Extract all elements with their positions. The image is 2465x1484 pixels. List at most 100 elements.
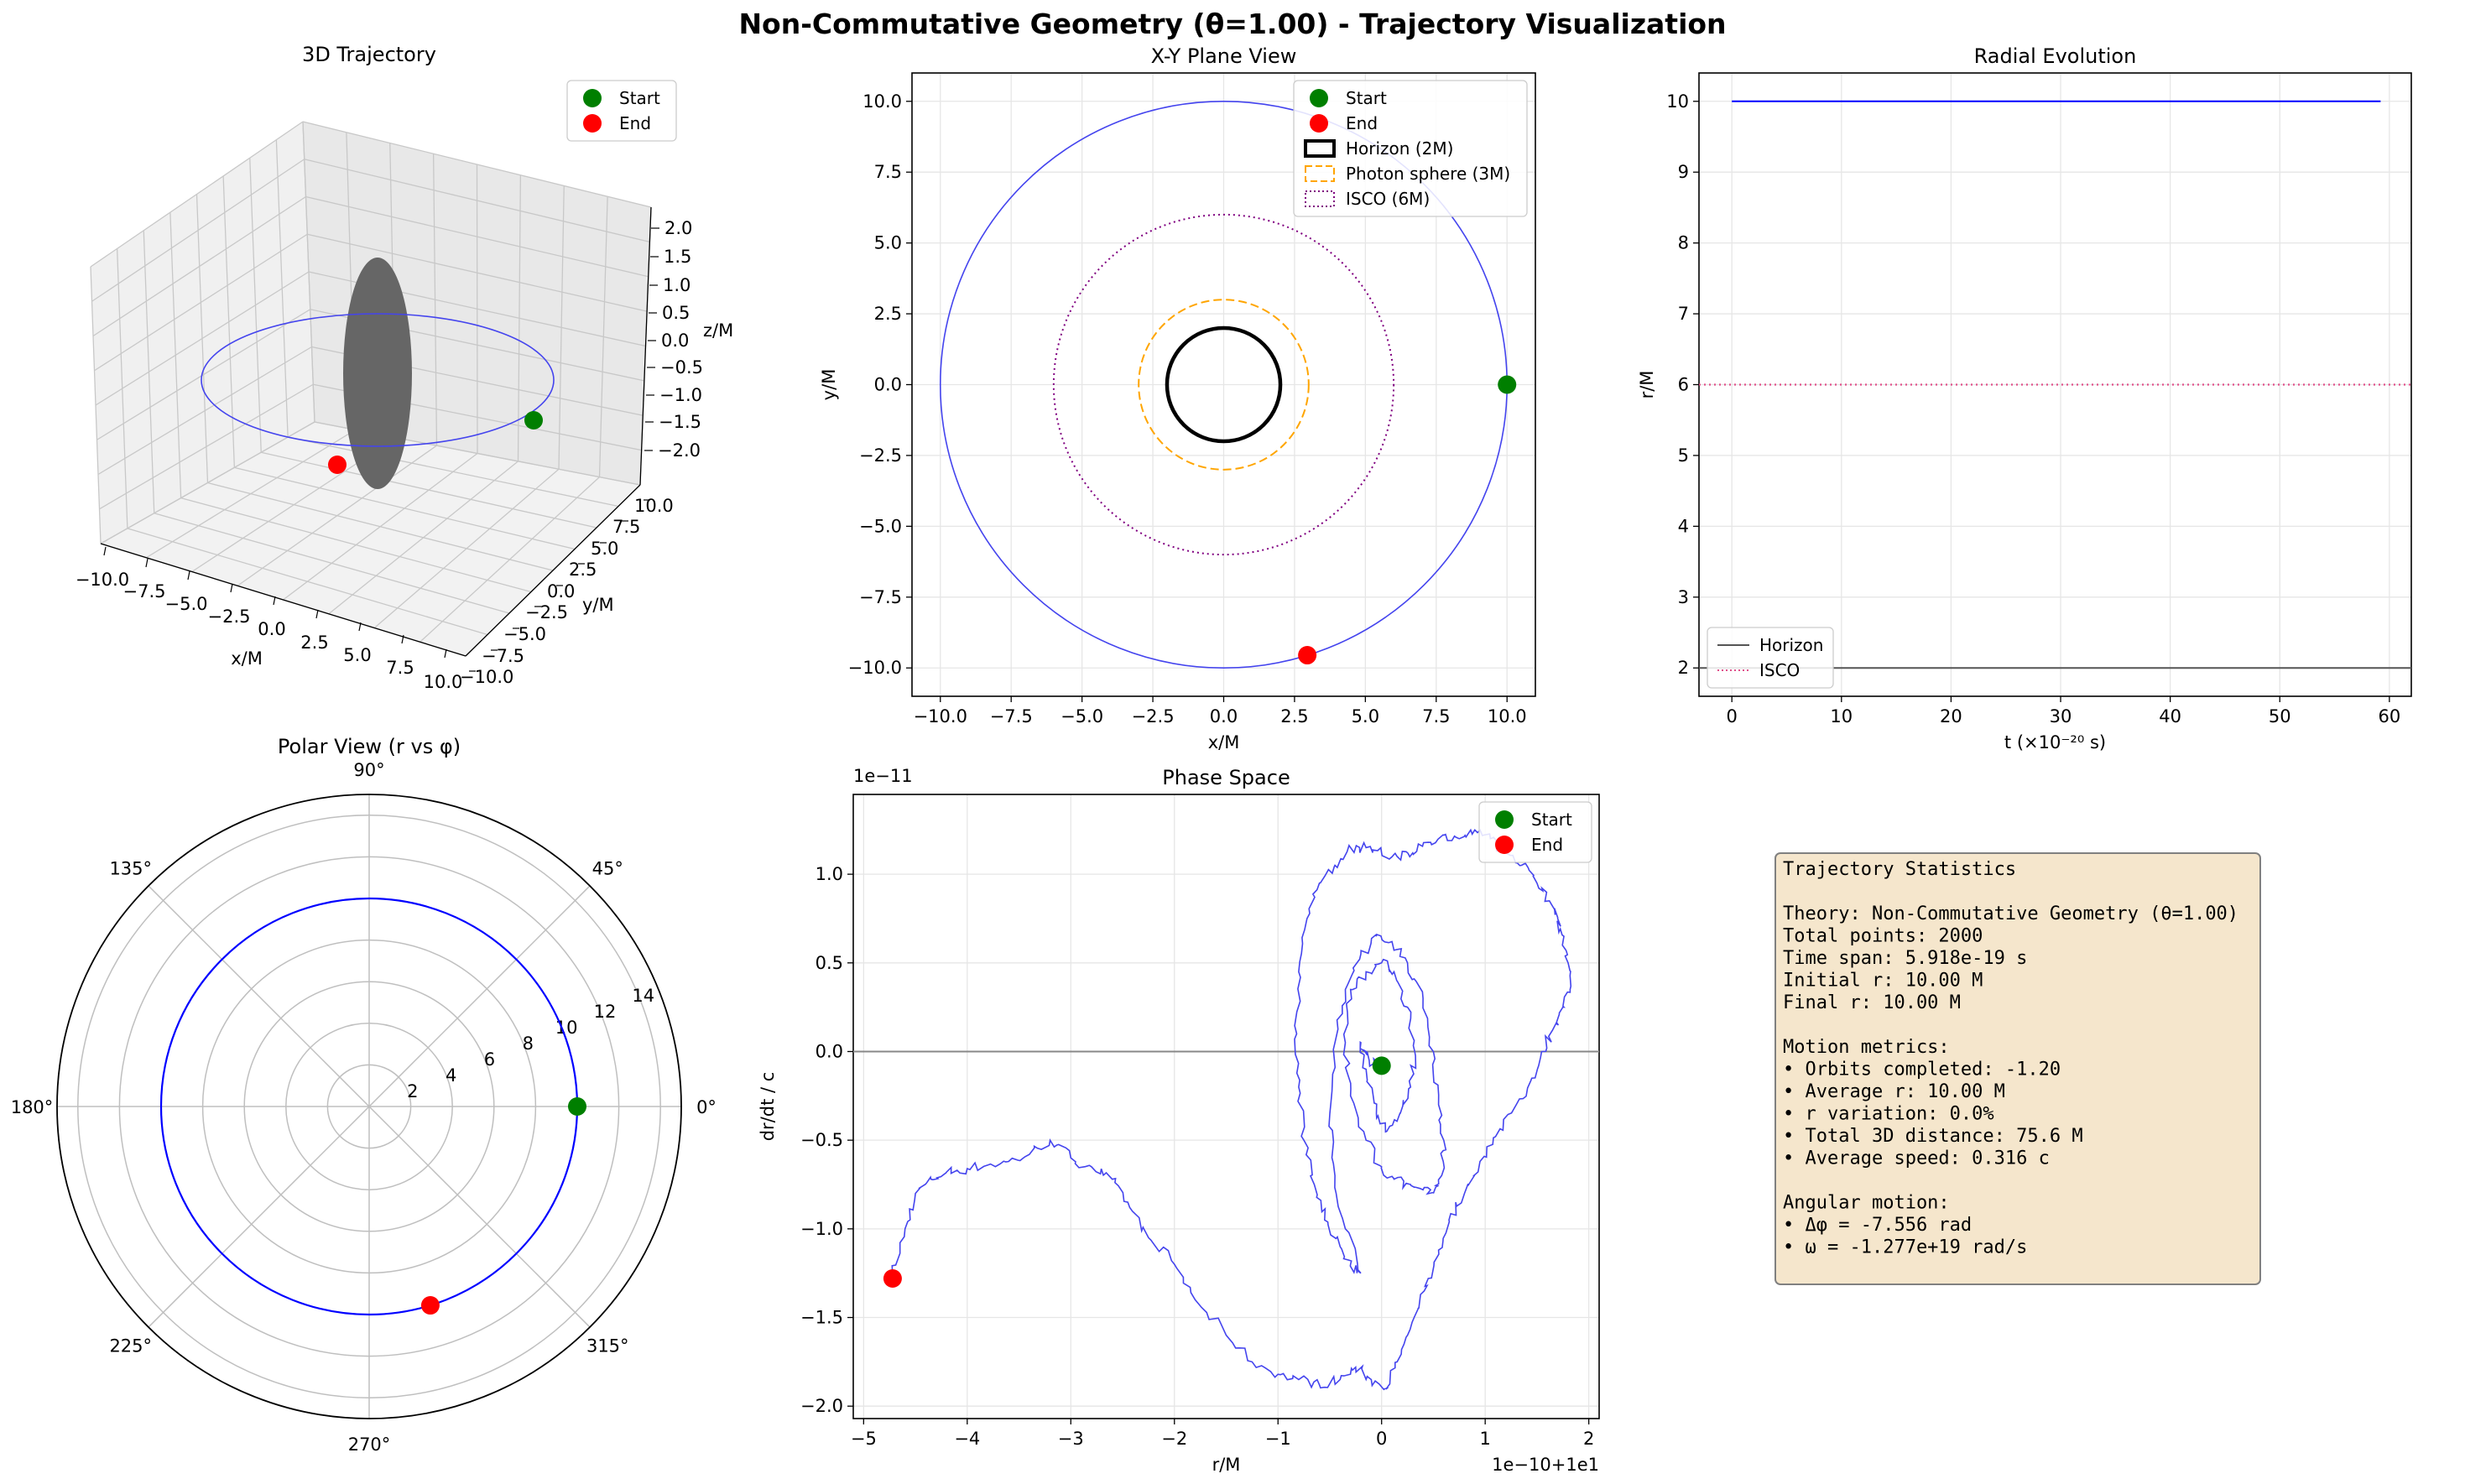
- xy-ytick-label: −5.0: [859, 516, 902, 536]
- phase-y-offset: 1e−11: [853, 766, 913, 786]
- phase-end-marker: [883, 1269, 902, 1289]
- radial-ytick-label: 10: [1666, 91, 1689, 112]
- xy-xtick-label: −5.0: [1061, 706, 1103, 726]
- traj3d-ytick-label: 2.5: [569, 560, 597, 580]
- radial-xtick-label: 30: [2050, 706, 2072, 726]
- xy-horizon-circle: [1165, 325, 1283, 444]
- xy-end-marker: [1298, 646, 1317, 665]
- polar-frame: [56, 794, 682, 1419]
- traj3d-ztick-label: 1.0: [663, 275, 691, 295]
- radial-ytick-label: 3: [1678, 587, 1689, 607]
- polar-title: Polar View (r vs φ): [278, 735, 461, 758]
- radial-ylabel: r/M: [1637, 371, 1657, 399]
- traj3d-grid-line: [96, 309, 311, 440]
- traj3d-ztick-label: 2.0: [664, 218, 692, 238]
- xy-start-marker: [1498, 375, 1517, 394]
- xy-frame: [911, 72, 1536, 697]
- phase-ytick-label: 0.0: [816, 1041, 843, 1061]
- traj3d-xtick-label: 5.0: [343, 645, 371, 665]
- traj3d-xtick-mark: [230, 583, 233, 593]
- stats-line: Theory: Non-Commutative Geometry (θ=1.00…: [1783, 903, 2238, 924]
- traj3d-ylabel: y/M: [582, 595, 614, 615]
- traj3d-xtick-mark: [401, 634, 404, 644]
- traj3d-xtick-label: −10.0: [76, 570, 129, 590]
- stats-line: • Δφ = -7.556 rad: [1783, 1215, 1972, 1236]
- traj3d-ztick-label: 0.5: [662, 303, 690, 323]
- radial-xtick-label: 20: [1940, 706, 1962, 726]
- traj3d-xtick-label: 2.5: [300, 633, 328, 653]
- phase-ytick-label: 1.0: [816, 864, 843, 884]
- traj3d-grid-line: [99, 383, 314, 510]
- traj3d-ytick-label: −5.0: [503, 624, 546, 644]
- polar-angle-label: 45°: [592, 859, 623, 879]
- traj3d-legend-marker: [583, 114, 602, 133]
- traj3d-ztick-label: 0.0: [661, 331, 689, 351]
- traj3d-ytick-label: 0.0: [547, 581, 575, 601]
- radial-ytick-label: 7: [1678, 304, 1689, 324]
- xy-isco-circle: [1052, 213, 1395, 556]
- traj3d-xtick-mark: [358, 622, 362, 632]
- xy-ytick-label: 5.0: [874, 233, 902, 253]
- traj3d-zlabel: z/M: [703, 320, 733, 341]
- traj3d-grid-line: [97, 346, 312, 476]
- traj3d-grid-line: [275, 139, 289, 438]
- radial-xlabel: t (×10⁻²⁰ s): [2004, 732, 2106, 752]
- phase-xtick-label: 1: [1479, 1429, 1490, 1449]
- traj3d-ytick-label: −10.0: [460, 667, 513, 687]
- traj3d-z-axis-line: [639, 206, 652, 486]
- xy-legend-label: Start: [1346, 88, 1387, 108]
- traj3d-orbit-line: [201, 313, 555, 447]
- polar-radial-label: 14: [632, 986, 654, 1006]
- phase-xtick-label: −5: [851, 1429, 877, 1449]
- stats-line: Time span: 5.918e-19 s: [1783, 948, 2027, 969]
- traj3d-ztick-label: −2.0: [658, 440, 701, 461]
- polar-start-marker: [568, 1097, 586, 1116]
- traj3d-ztick-label: −1.0: [659, 385, 702, 405]
- radial-title: Radial Evolution: [1974, 44, 2137, 68]
- phase-ytick-label: −1.5: [800, 1308, 843, 1328]
- traj3d-grid-line: [373, 468, 560, 628]
- xy-legend-label: End: [1346, 113, 1378, 133]
- traj3d-xtick-mark: [103, 546, 107, 556]
- xy-legend: [1293, 80, 1528, 217]
- traj3d-ytick-label: −7.5: [482, 646, 524, 666]
- polar-end-marker: [420, 1296, 440, 1315]
- phase-title: Phase Space: [1162, 766, 1290, 789]
- traj3d-ytick-label: 7.5: [612, 517, 640, 537]
- traj3d-ztick-label: −1.5: [659, 412, 701, 432]
- polar-radial-label: 4: [446, 1065, 456, 1086]
- phase-ytick-label: −2.0: [800, 1396, 843, 1416]
- xy-ylabel: y/M: [819, 369, 839, 401]
- xy-xlabel: x/M: [1208, 732, 1240, 752]
- xy-xtick-label: −2.5: [1132, 706, 1175, 726]
- traj3d-ytick-label: 10.0: [634, 496, 674, 516]
- radial-xtick-label: 10: [1830, 706, 1853, 726]
- phase-legend-label: Start: [1531, 810, 1572, 830]
- traj3d-xtick-label: 7.5: [386, 658, 414, 678]
- traj3d-xtick-mark: [444, 648, 447, 659]
- traj3d-ztick-label: −0.5: [660, 357, 703, 378]
- stats-line: • Average r: 10.00 M: [1783, 1081, 2005, 1102]
- xy-xtick-label: 5.0: [1352, 706, 1379, 726]
- polar-grid-spoke: [148, 1106, 370, 1328]
- phase-xtick-label: 0: [1376, 1429, 1387, 1449]
- xy-legend-marker: [1310, 89, 1328, 107]
- figure-title: Non-Commutative Geometry (θ=1.00) - Traj…: [738, 8, 1726, 40]
- xy-ytick-label: 2.5: [874, 304, 902, 324]
- xy-ytick-label: 7.5: [874, 162, 902, 182]
- polar-radial-label: 6: [484, 1049, 495, 1070]
- xy-legend-marker: [1310, 114, 1328, 133]
- traj3d-grid-line: [420, 476, 600, 643]
- radial-xtick-label: 0: [1726, 706, 1737, 726]
- xy-legend-swatch: [1305, 190, 1335, 207]
- phase-xtick-label: −4: [954, 1429, 980, 1449]
- stats-line: Total points: 2000: [1783, 926, 1983, 947]
- traj3d-grid-line: [302, 121, 315, 423]
- polar-angle-label: 225°: [109, 1336, 152, 1356]
- polar-angle-label: 0°: [696, 1097, 717, 1117]
- traj3d-xtick-label: 10.0: [424, 672, 463, 692]
- phase-legend-marker: [1495, 810, 1514, 829]
- radial-ytick-label: 6: [1678, 375, 1689, 395]
- traj3d-grid-line: [100, 421, 315, 544]
